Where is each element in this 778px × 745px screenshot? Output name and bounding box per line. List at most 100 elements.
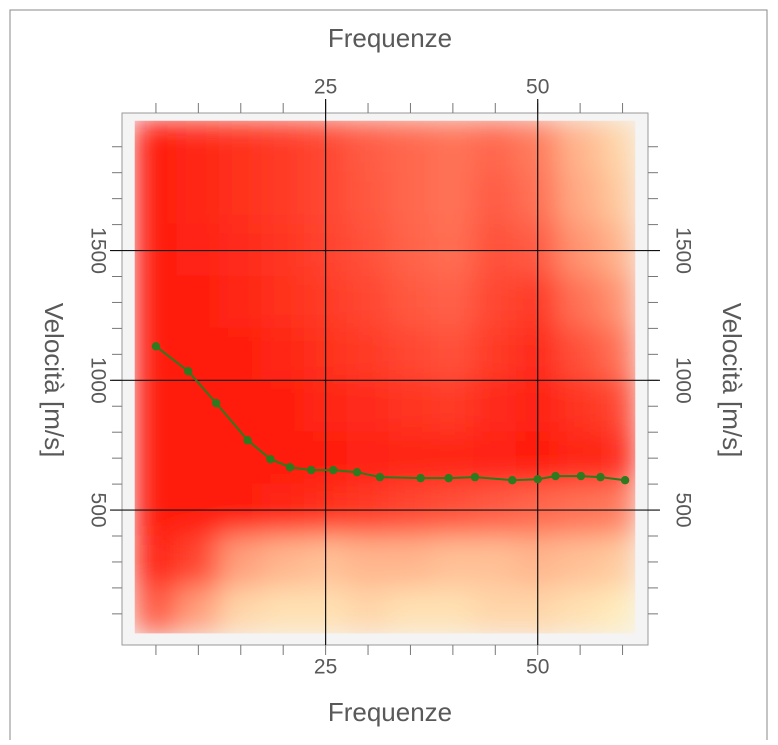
heat-cell (346, 120, 390, 174)
y-tick-label: 1000 (86, 357, 109, 404)
heat-cell (473, 172, 518, 226)
x-tick-label: 50 (526, 656, 549, 679)
heat-cell (218, 327, 263, 381)
curve-point (211, 398, 221, 408)
heat-cell (473, 431, 518, 485)
heat-cell (600, 379, 636, 433)
curve-point (329, 465, 338, 475)
heat-cell (600, 327, 636, 381)
curve-point (306, 465, 316, 475)
heat-cell (261, 120, 306, 174)
heat-cell (600, 431, 636, 485)
heat-cell (176, 120, 221, 174)
heat-cell (388, 120, 433, 174)
curve-point (151, 342, 161, 351)
heat-cell (558, 587, 602, 634)
heat-cell (176, 172, 221, 226)
heat-cell (600, 120, 636, 174)
heat-cell (431, 535, 475, 589)
heat-cell (261, 172, 306, 226)
heat-cell (473, 379, 518, 433)
heat-cell (134, 379, 178, 433)
heat-cell (218, 172, 263, 226)
x-tick-label: 25 (314, 656, 337, 679)
heat-cell (134, 172, 178, 226)
heat-cell (431, 120, 475, 174)
heat-cell (134, 431, 178, 485)
heat-cell (218, 379, 263, 433)
heatmap (134, 120, 636, 634)
curve-point (551, 471, 560, 481)
heat-cell (176, 587, 221, 634)
curve-point (533, 474, 542, 484)
heat-cell (176, 327, 221, 381)
heat-cell (388, 379, 433, 433)
heat-cell (261, 535, 306, 589)
heat-cell (176, 431, 221, 485)
heat-cell (176, 535, 221, 589)
heat-cell (388, 431, 433, 485)
heat-cell (218, 535, 263, 589)
heat-cell (473, 120, 518, 174)
heat-cell (431, 431, 475, 485)
heatmap-cells (134, 120, 636, 634)
heat-cell (134, 120, 178, 174)
heat-cell (261, 327, 306, 381)
y-tick-label: 500 (86, 493, 109, 528)
heat-cell (600, 587, 636, 634)
heat-cell (558, 327, 602, 381)
heat-cell (346, 379, 390, 433)
heat-cell (388, 535, 433, 589)
y-tick-label: 1500 (86, 227, 109, 274)
heat-cell (600, 172, 636, 226)
heat-cell (558, 172, 602, 226)
x-tick-label: 25 (314, 76, 337, 99)
curve-point (243, 436, 252, 445)
y-tick-label: 500 (671, 493, 694, 528)
curve-point (470, 472, 480, 482)
curve-point (576, 471, 586, 481)
heat-cell (176, 275, 221, 329)
heat-cell (176, 379, 221, 433)
heat-cell (473, 275, 518, 329)
heat-cell (218, 431, 263, 485)
y-axis-label-left: Velocità [m/s] (39, 303, 69, 458)
heat-cell (346, 172, 390, 226)
heat-cell (134, 535, 178, 589)
heat-cell (134, 587, 178, 634)
heat-cell (431, 327, 475, 381)
curve-point (620, 476, 630, 485)
heat-cell (473, 535, 518, 589)
curve-point (416, 473, 425, 483)
heat-cell (558, 275, 602, 329)
heat-cell (346, 327, 390, 381)
heat-cell (134, 275, 178, 329)
heat-cell (261, 379, 306, 433)
heat-cell (600, 275, 636, 329)
curve-point (508, 476, 517, 485)
heat-cell (431, 587, 475, 634)
heat-cell (261, 275, 306, 329)
curve-point (596, 472, 605, 482)
heat-cell (218, 120, 263, 174)
heat-cell (388, 587, 433, 634)
heat-cell (134, 327, 178, 381)
curve-point (352, 467, 362, 477)
heat-cell (346, 275, 390, 329)
heat-cell (473, 587, 518, 634)
curve-point (444, 473, 453, 483)
axes: 25 25 50 50 500 500 1000 1000 1500 1500 (86, 76, 694, 679)
heat-cell (600, 535, 636, 589)
y-axis-label-right: Velocità [m/s] (717, 303, 747, 458)
heat-cell (346, 587, 390, 634)
heat-cell (558, 120, 602, 174)
heat-cell (346, 535, 390, 589)
heat-cell (558, 379, 602, 433)
curve-point (183, 367, 193, 376)
heat-cell (431, 275, 475, 329)
x-axis-label-top: Frequenze (328, 23, 452, 53)
curve-point (285, 463, 295, 472)
x-axis-label-bottom: Frequenze (328, 697, 452, 727)
